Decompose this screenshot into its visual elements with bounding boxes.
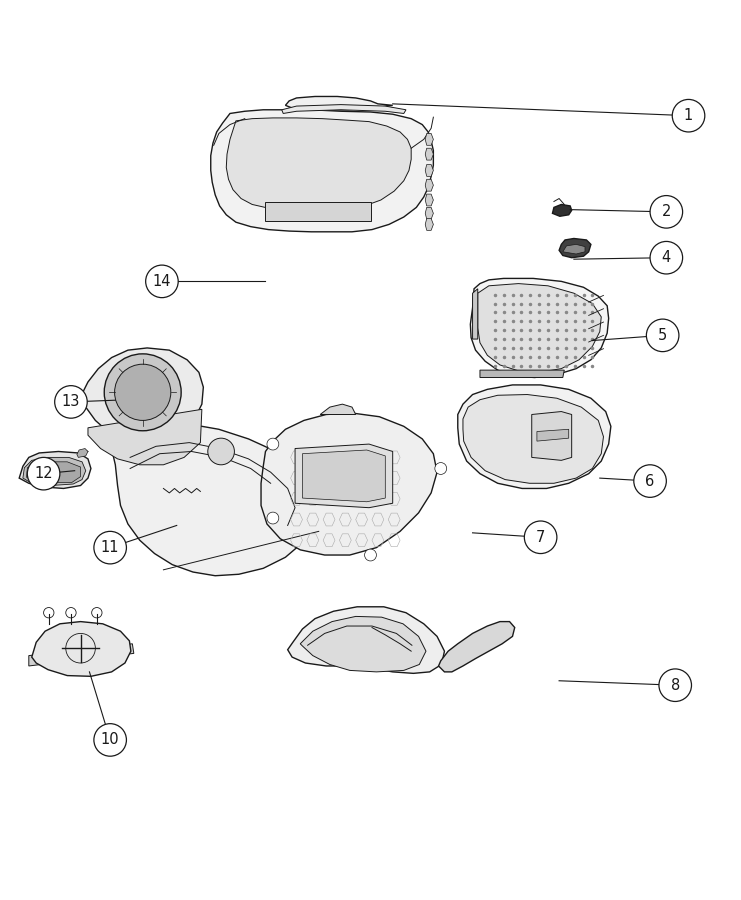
Circle shape xyxy=(650,195,682,228)
Circle shape xyxy=(435,463,447,474)
Polygon shape xyxy=(532,411,571,461)
Polygon shape xyxy=(463,394,603,483)
Polygon shape xyxy=(320,404,356,415)
Polygon shape xyxy=(77,448,88,457)
Polygon shape xyxy=(425,219,433,230)
Polygon shape xyxy=(439,622,515,672)
Polygon shape xyxy=(261,413,437,555)
Polygon shape xyxy=(425,194,433,206)
Text: 6: 6 xyxy=(645,473,655,489)
Text: 1: 1 xyxy=(684,108,693,123)
Text: 13: 13 xyxy=(62,394,80,410)
Polygon shape xyxy=(302,450,385,502)
Polygon shape xyxy=(425,207,433,220)
Polygon shape xyxy=(88,410,202,464)
Text: 10: 10 xyxy=(101,733,119,747)
Polygon shape xyxy=(537,429,568,441)
Circle shape xyxy=(634,464,666,498)
Text: 14: 14 xyxy=(153,274,171,289)
Circle shape xyxy=(94,531,127,564)
Text: 2: 2 xyxy=(662,204,671,220)
Text: 5: 5 xyxy=(658,328,668,343)
Polygon shape xyxy=(425,133,433,145)
Text: 11: 11 xyxy=(101,540,119,555)
Circle shape xyxy=(146,266,178,298)
Polygon shape xyxy=(110,424,320,576)
Polygon shape xyxy=(81,348,203,441)
Circle shape xyxy=(659,669,691,701)
Circle shape xyxy=(207,438,234,464)
Circle shape xyxy=(27,457,60,490)
Polygon shape xyxy=(27,462,81,482)
Polygon shape xyxy=(226,118,411,212)
Text: 4: 4 xyxy=(662,250,671,266)
Polygon shape xyxy=(478,284,601,373)
Polygon shape xyxy=(265,202,370,220)
Text: 8: 8 xyxy=(671,678,679,693)
Polygon shape xyxy=(425,179,433,191)
Polygon shape xyxy=(471,278,608,377)
Polygon shape xyxy=(32,622,131,676)
Polygon shape xyxy=(282,104,406,113)
Text: 7: 7 xyxy=(536,530,545,544)
Polygon shape xyxy=(553,204,571,216)
Circle shape xyxy=(650,241,682,274)
Polygon shape xyxy=(210,110,433,232)
Circle shape xyxy=(267,438,279,450)
Polygon shape xyxy=(458,385,611,489)
Polygon shape xyxy=(29,644,134,666)
Circle shape xyxy=(267,512,279,524)
Circle shape xyxy=(672,99,705,132)
Circle shape xyxy=(94,724,127,756)
Polygon shape xyxy=(480,370,565,377)
Polygon shape xyxy=(473,289,478,339)
Circle shape xyxy=(115,364,171,420)
Text: 12: 12 xyxy=(34,466,53,482)
Circle shape xyxy=(525,521,557,553)
Circle shape xyxy=(365,549,376,561)
Circle shape xyxy=(646,320,679,352)
Polygon shape xyxy=(563,245,585,254)
Circle shape xyxy=(104,354,181,431)
Circle shape xyxy=(55,386,87,418)
Polygon shape xyxy=(285,96,393,110)
Polygon shape xyxy=(300,616,426,672)
Polygon shape xyxy=(23,457,86,485)
Polygon shape xyxy=(295,444,393,508)
Polygon shape xyxy=(425,165,433,176)
Polygon shape xyxy=(288,607,445,673)
Polygon shape xyxy=(559,238,591,257)
Polygon shape xyxy=(425,148,433,160)
Polygon shape xyxy=(19,452,91,489)
